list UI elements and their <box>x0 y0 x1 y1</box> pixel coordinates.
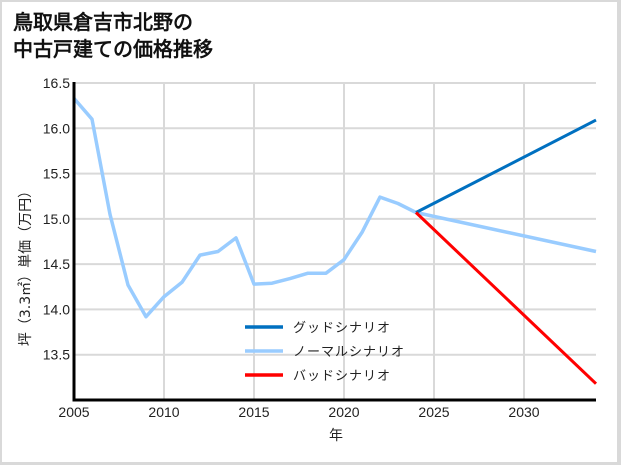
series-line-normal <box>72 97 597 319</box>
y-tick-label: 14.0 <box>43 301 70 317</box>
x-tick-label: 2030 <box>508 404 539 420</box>
y-tick-label: 14.5 <box>43 256 70 272</box>
chart-title-line-2: 中古戸建ての価格推移 <box>13 37 213 61</box>
series-line-good <box>415 118 597 214</box>
y-axis-ticks: 13.5 14.0 14.5 15.0 15.5 16.0 16.5 <box>43 75 70 363</box>
y-tick-label: 16.0 <box>43 120 70 136</box>
chart-title: 鳥取県倉吉市北野の 中古戸建ての価格推移 <box>13 9 213 63</box>
legend-label: バッドシナリオ <box>293 369 391 384</box>
x-axis-label: 年 <box>329 428 343 444</box>
x-axis-ticks: 2005 2010 2015 2020 2025 2030 <box>58 404 539 420</box>
data-series <box>72 97 598 385</box>
gridlines <box>74 82 596 400</box>
x-tick-label: 2020 <box>328 404 359 420</box>
axes <box>72 82 596 402</box>
y-tick-label: 15.0 <box>43 211 70 227</box>
chart-title-line-1: 鳥取県倉吉市北野の <box>13 10 193 34</box>
y-tick-label: 13.5 <box>43 347 70 363</box>
x-tick-label: 2010 <box>148 404 179 420</box>
y-tick-label: 15.5 <box>43 166 70 182</box>
series-line-bad <box>414 211 598 385</box>
legend-label: グッドシナリオ <box>293 321 391 336</box>
x-tick-label: 2025 <box>418 404 449 420</box>
y-tick-label: 16.5 <box>43 75 70 91</box>
legend-label: ノーマルシナリオ <box>293 345 405 360</box>
x-tick-label: 2015 <box>238 404 269 420</box>
x-tick-label: 2005 <box>58 404 89 420</box>
y-axis-label: 坪（3.3㎡）単価（万円） <box>18 184 34 346</box>
